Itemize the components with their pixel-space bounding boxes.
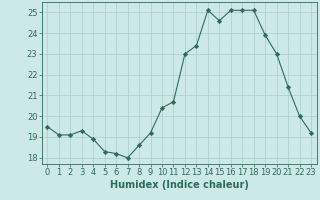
X-axis label: Humidex (Indice chaleur): Humidex (Indice chaleur) bbox=[110, 180, 249, 190]
